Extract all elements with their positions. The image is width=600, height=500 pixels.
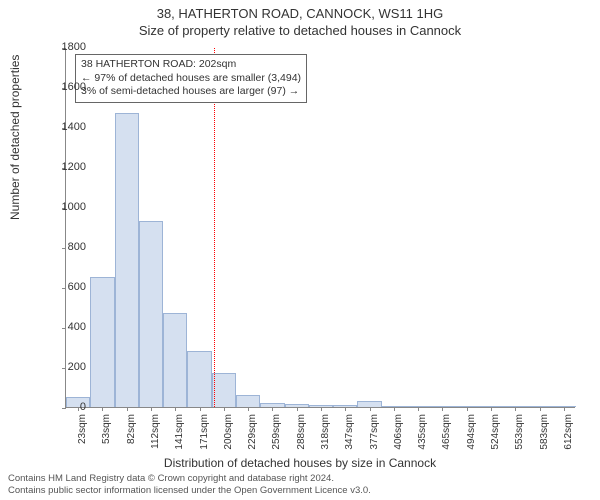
x-tick [515,407,516,411]
x-tick [151,407,152,411]
x-tick-label: 583sqm [539,414,550,454]
footer-line-2: Contains public sector information licen… [8,485,592,496]
annotation-line-3: 3% of semi-detached houses are larger (9… [81,85,301,99]
x-tick [418,407,419,411]
footer-attribution: Contains HM Land Registry data © Crown c… [8,473,592,496]
x-tick-label: 288sqm [296,414,307,454]
y-tick-label: 1800 [46,41,86,53]
x-tick [127,407,128,411]
x-tick [540,407,541,411]
x-tick-label: 347sqm [344,414,355,454]
y-axis-label: Number of detached properties [8,55,22,220]
x-tick-label: 494sqm [466,414,477,454]
annotation-line-1: 38 HATHERTON ROAD: 202sqm [81,58,301,72]
x-tick-label: 406sqm [393,414,404,454]
x-tick [370,407,371,411]
y-tick-label: 800 [46,241,86,253]
x-tick-label: 612sqm [563,414,574,454]
x-tick-label: 524sqm [490,414,501,454]
y-tick-label: 1400 [46,121,86,133]
x-tick-label: 318sqm [320,414,331,454]
y-tick-label: 1000 [46,201,86,213]
x-tick-label: 377sqm [369,414,380,454]
x-tick [248,407,249,411]
footer-line-1: Contains HM Land Registry data © Crown c… [8,473,592,484]
x-tick-label: 200sqm [223,414,234,454]
x-tick [200,407,201,411]
y-tick-label: 200 [46,361,86,373]
annotation-box: 38 HATHERTON ROAD: 202sqm ← 97% of detac… [75,54,307,103]
y-tick-label: 1200 [46,161,86,173]
y-tick-label: 1600 [46,81,86,93]
histogram-bar [115,113,139,407]
x-tick [102,407,103,411]
annotation-line-2: ← 97% of detached houses are smaller (3,… [81,72,301,86]
x-tick-label: 112sqm [150,414,161,454]
x-tick-label: 229sqm [247,414,258,454]
chart-area: 38 HATHERTON ROAD: 202sqm ← 97% of detac… [65,48,575,408]
x-tick [394,407,395,411]
x-tick [272,407,273,411]
x-tick [564,407,565,411]
x-tick [297,407,298,411]
y-tick-label: 0 [46,401,86,413]
x-tick-label: 435sqm [417,414,428,454]
x-tick-label: 171sqm [199,414,210,454]
histogram-bar [236,395,260,407]
histogram-bar [90,277,114,407]
x-tick [321,407,322,411]
page-title: 38, HATHERTON ROAD, CANNOCK, WS11 1HG [0,0,600,21]
x-tick [467,407,468,411]
page-subtitle: Size of property relative to detached ho… [0,21,600,38]
histogram-bar [187,351,211,407]
x-tick-label: 141sqm [174,414,185,454]
histogram-bar [212,373,236,407]
x-tick [175,407,176,411]
x-tick [442,407,443,411]
y-tick-label: 600 [46,281,86,293]
x-tick-label: 553sqm [514,414,525,454]
x-tick [491,407,492,411]
histogram-bar [163,313,187,407]
histogram-bar [139,221,163,407]
x-tick [345,407,346,411]
x-tick [224,407,225,411]
x-tick-label: 465sqm [441,414,452,454]
x-axis-label: Distribution of detached houses by size … [0,456,600,470]
x-tick-label: 53sqm [101,414,112,454]
y-tick-label: 400 [46,321,86,333]
x-tick-label: 23sqm [77,414,88,454]
x-tick-label: 259sqm [271,414,282,454]
x-tick-label: 82sqm [126,414,137,454]
